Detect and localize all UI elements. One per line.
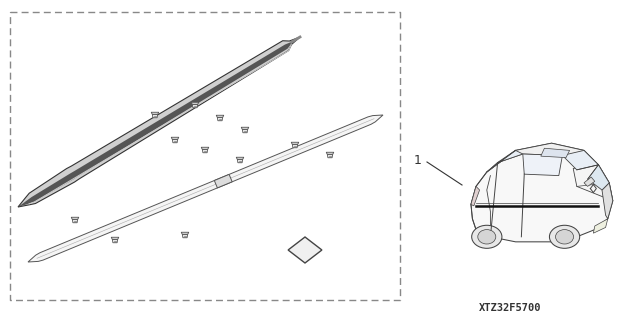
Polygon shape — [72, 219, 77, 223]
Polygon shape — [471, 186, 479, 206]
Polygon shape — [243, 130, 248, 133]
Polygon shape — [71, 217, 79, 219]
Polygon shape — [218, 117, 223, 121]
Polygon shape — [172, 137, 179, 139]
Polygon shape — [152, 115, 157, 118]
Polygon shape — [573, 165, 613, 201]
Polygon shape — [18, 37, 300, 207]
Ellipse shape — [556, 230, 573, 244]
Polygon shape — [487, 150, 523, 172]
Polygon shape — [214, 174, 232, 188]
Polygon shape — [18, 37, 300, 207]
Polygon shape — [563, 150, 598, 170]
Polygon shape — [593, 219, 608, 233]
Polygon shape — [237, 160, 243, 163]
Polygon shape — [288, 237, 322, 263]
Polygon shape — [193, 104, 198, 108]
Polygon shape — [241, 127, 249, 130]
Text: XTZ32F5700: XTZ32F5700 — [479, 303, 541, 313]
Polygon shape — [182, 234, 188, 238]
Polygon shape — [181, 232, 189, 234]
Ellipse shape — [549, 225, 580, 248]
Polygon shape — [28, 115, 383, 262]
Polygon shape — [216, 115, 224, 117]
Polygon shape — [236, 157, 244, 160]
Ellipse shape — [478, 230, 496, 244]
Polygon shape — [541, 148, 570, 158]
Polygon shape — [151, 112, 159, 115]
Polygon shape — [291, 142, 299, 145]
Polygon shape — [602, 183, 613, 219]
Polygon shape — [487, 143, 598, 172]
Polygon shape — [191, 102, 199, 104]
Polygon shape — [327, 154, 333, 158]
Polygon shape — [202, 149, 207, 153]
Polygon shape — [113, 240, 118, 243]
Polygon shape — [471, 143, 613, 242]
Polygon shape — [588, 165, 609, 190]
Text: 1: 1 — [414, 153, 422, 167]
Polygon shape — [111, 237, 119, 240]
Polygon shape — [584, 177, 595, 186]
Polygon shape — [201, 147, 209, 149]
Polygon shape — [172, 139, 178, 143]
Polygon shape — [326, 152, 334, 154]
Ellipse shape — [472, 225, 502, 248]
Polygon shape — [523, 154, 563, 175]
Polygon shape — [292, 145, 298, 148]
